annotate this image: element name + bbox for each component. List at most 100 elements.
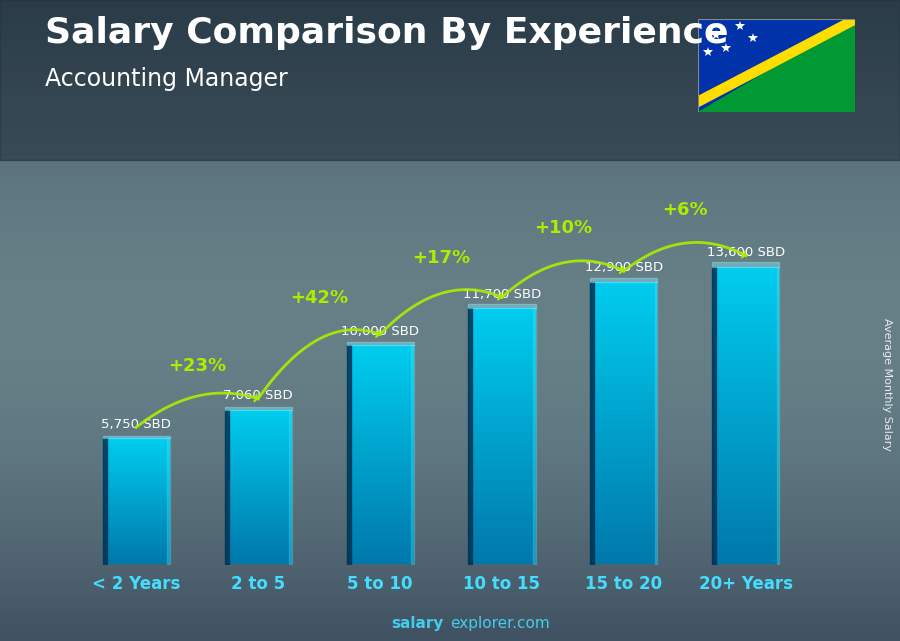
Text: Average Monthly Salary: Average Monthly Salary xyxy=(881,318,892,451)
Bar xyxy=(346,444,414,446)
Bar xyxy=(0,622,900,628)
Bar xyxy=(225,535,292,537)
Bar xyxy=(590,513,657,516)
Bar xyxy=(346,448,414,451)
Bar xyxy=(225,530,292,531)
Bar xyxy=(0,340,900,346)
Bar xyxy=(0,596,900,603)
Bar xyxy=(103,550,170,551)
Bar xyxy=(346,520,414,522)
Bar xyxy=(225,413,292,414)
Bar xyxy=(225,482,292,484)
Bar xyxy=(346,426,414,428)
Bar xyxy=(225,447,292,448)
Bar xyxy=(346,536,414,538)
Bar xyxy=(0,481,900,487)
Bar xyxy=(712,442,779,445)
Bar xyxy=(225,471,292,473)
Bar xyxy=(225,479,292,481)
Bar xyxy=(468,321,536,324)
Bar xyxy=(346,424,414,426)
Bar xyxy=(712,276,779,279)
Bar xyxy=(103,469,170,470)
Bar xyxy=(468,331,536,334)
Bar xyxy=(590,336,657,338)
Bar xyxy=(103,547,170,549)
Bar xyxy=(0,410,900,417)
Bar xyxy=(712,312,779,314)
Bar xyxy=(468,385,536,388)
Bar xyxy=(468,398,536,401)
Bar xyxy=(712,552,779,555)
Bar xyxy=(712,499,779,502)
Bar xyxy=(346,490,414,492)
Text: 5,750 SBD: 5,750 SBD xyxy=(101,418,171,431)
Bar xyxy=(103,470,170,471)
Bar xyxy=(225,427,292,428)
Bar xyxy=(103,475,170,476)
Bar xyxy=(712,388,779,392)
Bar xyxy=(468,446,536,449)
Bar xyxy=(103,446,170,447)
Bar xyxy=(712,531,779,535)
Bar xyxy=(0,468,900,474)
Bar xyxy=(103,490,170,491)
Bar xyxy=(225,531,292,533)
Bar xyxy=(225,513,292,515)
Bar xyxy=(103,526,170,528)
Bar xyxy=(0,455,900,462)
Bar xyxy=(712,502,779,504)
Bar xyxy=(468,357,536,360)
Bar xyxy=(103,556,170,558)
Bar xyxy=(468,311,536,313)
Bar xyxy=(712,314,779,317)
Bar xyxy=(225,547,292,549)
Bar xyxy=(590,451,657,454)
Bar xyxy=(103,560,170,562)
Bar xyxy=(0,385,900,391)
Bar xyxy=(712,350,779,353)
Bar xyxy=(103,503,170,504)
Bar xyxy=(103,488,170,490)
Bar xyxy=(0,199,900,205)
Bar xyxy=(712,353,779,356)
Text: +17%: +17% xyxy=(412,249,470,267)
Bar xyxy=(225,431,292,433)
Bar xyxy=(468,339,536,342)
Bar xyxy=(468,472,536,474)
Bar xyxy=(590,463,657,465)
Bar xyxy=(346,468,414,470)
Bar xyxy=(346,555,414,558)
Bar xyxy=(346,472,414,474)
Bar xyxy=(103,465,170,466)
Bar xyxy=(346,459,414,462)
Bar xyxy=(712,540,779,544)
Bar xyxy=(346,431,414,433)
Bar xyxy=(103,534,170,535)
Bar xyxy=(712,374,779,377)
Bar xyxy=(103,454,170,456)
Bar xyxy=(346,363,414,365)
Bar xyxy=(103,515,170,516)
Bar xyxy=(468,482,536,485)
Bar xyxy=(225,508,292,510)
Bar xyxy=(468,347,536,349)
Bar xyxy=(0,0,900,6)
Bar xyxy=(225,487,292,488)
Bar xyxy=(346,488,414,490)
Bar xyxy=(468,454,536,456)
Bar xyxy=(590,381,657,383)
Bar xyxy=(346,483,414,485)
Bar xyxy=(346,417,414,420)
Bar xyxy=(0,26,900,32)
Bar xyxy=(0,250,900,256)
Bar xyxy=(346,463,414,465)
Bar xyxy=(225,436,292,437)
Bar xyxy=(590,524,657,528)
Bar xyxy=(468,326,536,329)
Bar xyxy=(346,496,414,499)
Bar xyxy=(103,449,170,451)
Bar xyxy=(103,553,170,554)
Bar xyxy=(0,397,900,404)
Bar xyxy=(225,433,292,435)
